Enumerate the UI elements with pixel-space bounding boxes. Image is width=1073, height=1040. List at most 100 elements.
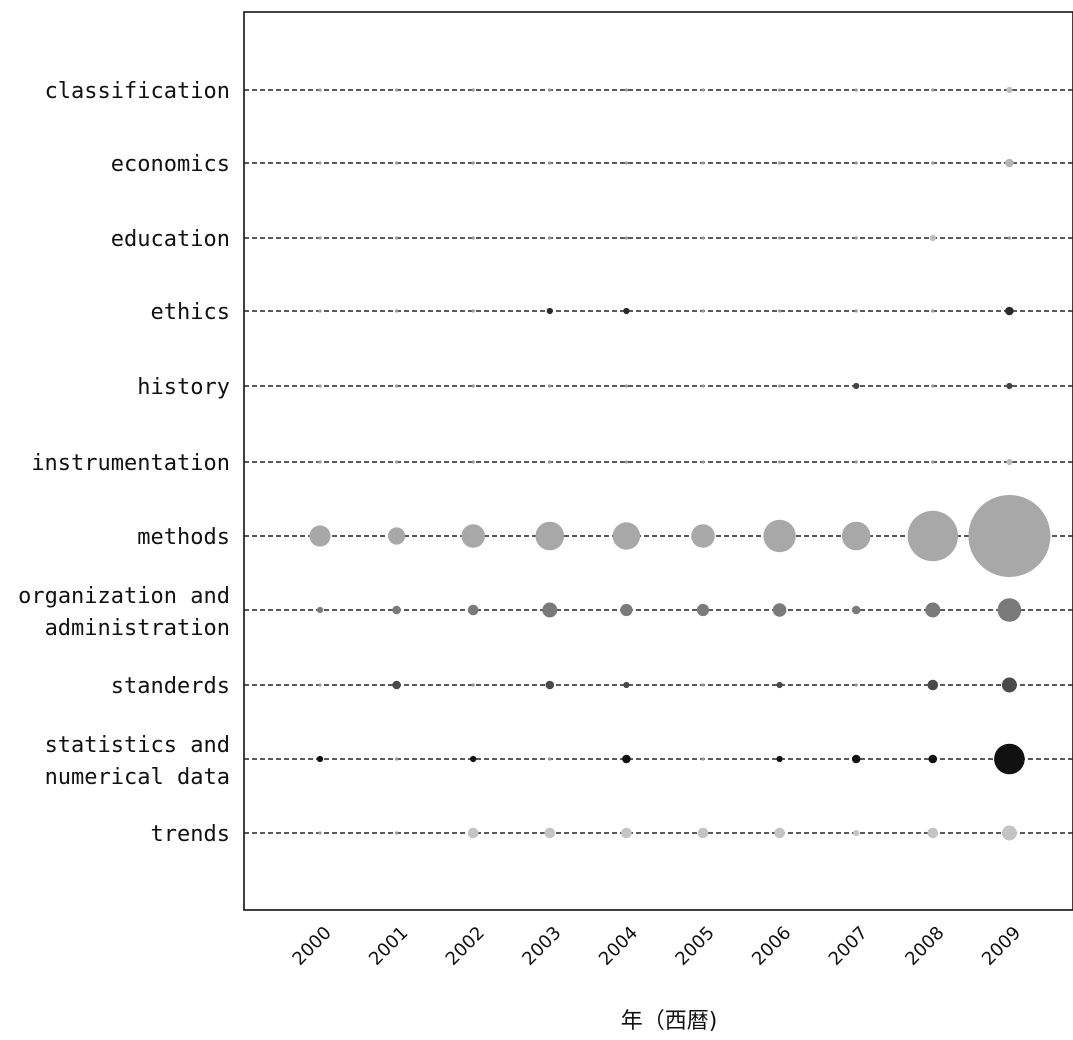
category-label: economics bbox=[111, 152, 230, 177]
bubble bbox=[853, 829, 860, 837]
x-tick-label: 2005 bbox=[671, 922, 718, 969]
bubble bbox=[925, 602, 941, 618]
empty-marker bbox=[701, 384, 705, 388]
bubble bbox=[467, 827, 479, 839]
empty-marker bbox=[318, 309, 322, 313]
empty-marker bbox=[624, 161, 629, 165]
x-tick-label: 2001 bbox=[365, 922, 412, 969]
bubble bbox=[696, 603, 710, 617]
bubble bbox=[1006, 86, 1013, 94]
bubble bbox=[542, 602, 558, 618]
bubble bbox=[470, 755, 477, 763]
category-label: standerds bbox=[111, 674, 230, 699]
bubble bbox=[851, 754, 861, 764]
category-label: numerical data bbox=[45, 765, 230, 790]
bubble bbox=[927, 827, 939, 839]
empty-marker bbox=[395, 88, 399, 92]
bubble bbox=[1005, 306, 1014, 316]
bubble bbox=[774, 827, 785, 839]
x-tick-label: 2004 bbox=[595, 922, 642, 969]
empty-marker bbox=[318, 161, 322, 165]
empty-marker bbox=[624, 236, 629, 240]
empty-marker bbox=[1007, 236, 1012, 240]
empty-marker bbox=[548, 88, 552, 92]
empty-marker bbox=[318, 831, 322, 835]
empty-marker bbox=[778, 236, 782, 240]
bubble bbox=[392, 605, 401, 615]
bubble bbox=[968, 495, 1051, 577]
category-label: instrumentation bbox=[31, 451, 230, 476]
empty-marker bbox=[854, 683, 858, 687]
empty-marker bbox=[395, 757, 399, 761]
empty-marker bbox=[471, 236, 475, 240]
bubble bbox=[763, 519, 796, 553]
bubble bbox=[994, 743, 1025, 775]
empty-marker bbox=[701, 309, 705, 313]
x-tick-label: 2008 bbox=[901, 922, 948, 969]
bubble bbox=[851, 605, 861, 615]
empty-marker bbox=[778, 384, 782, 388]
category-label: trends bbox=[151, 822, 230, 847]
category-labels: classification economics education ethics hi… bbox=[18, 79, 230, 847]
empty-marker bbox=[548, 236, 552, 240]
category-label: administration bbox=[45, 616, 230, 641]
empty-marker bbox=[701, 757, 705, 761]
empty-marker bbox=[395, 831, 399, 835]
empty-marker bbox=[471, 309, 475, 313]
empty-marker bbox=[854, 236, 858, 240]
empty-marker bbox=[854, 88, 858, 92]
category-label: classification bbox=[45, 79, 230, 104]
empty-marker bbox=[854, 460, 858, 464]
category-label: organization and bbox=[18, 584, 230, 609]
bubble bbox=[691, 524, 715, 548]
plot-frame bbox=[243, 11, 1073, 911]
bubble bbox=[772, 603, 787, 617]
gridlines bbox=[244, 89, 1073, 834]
bubble bbox=[461, 524, 486, 548]
empty-marker bbox=[701, 236, 705, 240]
empty-marker bbox=[471, 161, 475, 165]
empty-marker bbox=[395, 161, 399, 165]
empty-marker bbox=[548, 161, 552, 165]
category-label: education bbox=[111, 227, 230, 252]
bubble bbox=[612, 522, 641, 550]
bubble bbox=[620, 603, 633, 617]
empty-marker bbox=[548, 757, 552, 761]
bubbles bbox=[309, 86, 1051, 841]
bubble bbox=[621, 827, 632, 839]
empty-marker bbox=[931, 384, 935, 388]
empty-marker bbox=[701, 88, 705, 92]
bubble bbox=[1006, 458, 1013, 466]
empty-marker bbox=[471, 384, 475, 388]
empty-marker bbox=[548, 384, 552, 388]
empty-marker bbox=[854, 309, 858, 313]
category-label: statistics and bbox=[45, 733, 230, 758]
empty-marker bbox=[395, 236, 399, 240]
empty-marker bbox=[778, 161, 782, 165]
bubble bbox=[928, 754, 938, 764]
bubble bbox=[622, 754, 631, 764]
bubble bbox=[929, 234, 936, 242]
empty-marker bbox=[931, 460, 935, 464]
empty-marker bbox=[395, 309, 399, 313]
empty-marker bbox=[471, 683, 475, 687]
empty-marker bbox=[395, 460, 399, 464]
x-tick-label: 2009 bbox=[978, 922, 1025, 969]
empty-marker bbox=[931, 161, 935, 165]
empty-marker bbox=[624, 384, 629, 388]
empty-marker bbox=[318, 384, 322, 388]
empty-marker bbox=[778, 88, 782, 92]
bubble bbox=[544, 827, 556, 839]
bubble bbox=[1005, 158, 1014, 168]
bubble bbox=[841, 521, 871, 551]
bubble bbox=[316, 606, 324, 614]
x-tick-labels: 2000 2001 2002 2003 2004 2005 2006 2007 2008 2009 bbox=[288, 922, 1025, 969]
bubble bbox=[388, 527, 406, 545]
empty-marker bbox=[778, 309, 782, 313]
bubble bbox=[907, 510, 958, 562]
x-tick-label: 2003 bbox=[518, 922, 565, 969]
bubble bbox=[1001, 825, 1017, 841]
empty-marker bbox=[395, 384, 399, 388]
empty-marker bbox=[318, 683, 322, 687]
empty-marker bbox=[854, 161, 858, 165]
